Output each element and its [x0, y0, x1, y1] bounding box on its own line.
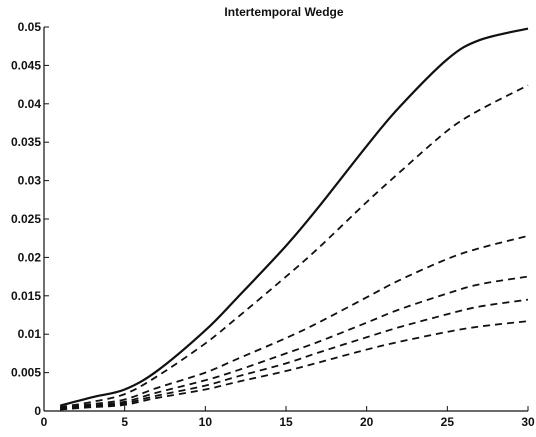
y-tick-label: 0.01: [18, 327, 42, 341]
y-tick-label: 0: [34, 404, 41, 418]
x-tick-label: 15: [279, 415, 293, 429]
chart-title: Intertemporal Wedge: [224, 5, 343, 19]
x-tick-label: 25: [441, 415, 455, 429]
y-tick-label: 0.025: [11, 212, 41, 226]
y-tick-label: 0.04: [18, 97, 42, 111]
y-tick-label: 0.05: [18, 20, 42, 34]
y-tick-label: 0.005: [11, 366, 41, 380]
x-tick-label: 30: [521, 415, 535, 429]
y-tick-label: 0.02: [18, 250, 42, 264]
series-line-solid-0: [59, 27, 529, 407]
x-tick-label: 0: [41, 415, 48, 429]
x-tick-label: 20: [360, 415, 374, 429]
y-tick-label: 0.03: [18, 174, 42, 188]
series-line-dashed-3: [60, 275, 529, 410]
axes: 0 5 10 15 20 25 30 0 0.005 0.01 0.015 0.02 0.025 0.03…: [11, 20, 535, 429]
series-layer: [59, 27, 529, 411]
series-line-dashed-2: [60, 235, 529, 409]
y-tick-label: 0.035: [11, 135, 41, 149]
y-tick-label: 0.045: [11, 58, 41, 72]
series-line-dashed-4: [60, 298, 529, 411]
x-tick-label: 5: [121, 415, 128, 429]
series-line-dashed-1: [59, 84, 529, 409]
x-tick-label: 10: [199, 415, 213, 429]
series-line-dashed-5: [60, 320, 529, 411]
y-tick-label: 0.015: [11, 289, 41, 303]
